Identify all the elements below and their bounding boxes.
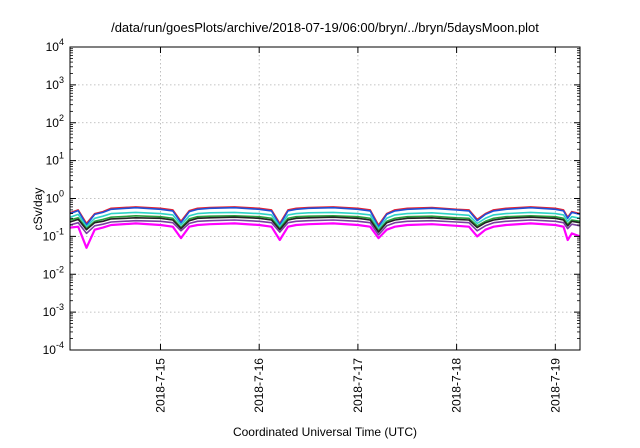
y-tick-label: 103: [46, 75, 64, 92]
x-tick-label: 2018-7-16: [252, 358, 266, 413]
y-tick-label: 102: [46, 113, 64, 130]
y-tick-label: 10-4: [43, 340, 64, 357]
y-tick-label: 101: [46, 151, 64, 168]
x-tick-label: 2018-7-18: [450, 358, 464, 413]
series-line-4: [69, 215, 581, 232]
chart-title: /data/run/goesPlots/archive/2018-07-19/0…: [111, 20, 539, 35]
y-tick-label: 10-2: [43, 264, 64, 281]
series-line-5: [69, 216, 581, 233]
series-line-3: [69, 211, 581, 230]
y-tick-label: 10-3: [43, 302, 64, 319]
x-tick-label: 2018-7-17: [351, 358, 365, 413]
x-tick-label: 2018-7-15: [153, 358, 167, 413]
series-layer: [69, 206, 581, 249]
x-ticks: 2018-7-15 2018-7-16 2018-7-17 2018-7-18 2018…: [153, 47, 562, 413]
y-ticks: 10-4 10-3 10-2 10-1 100 101 102 103 104: [43, 37, 580, 357]
series-line-2: [69, 206, 581, 228]
y-tick-label: 104: [46, 37, 64, 54]
x-axis-label: Coordinated Universal Time (UTC): [232, 425, 418, 439]
y-tick-label: 10-1: [43, 226, 64, 243]
series-line-6: [69, 219, 581, 236]
series-line-7: [69, 222, 581, 249]
grid-lines: [70, 47, 580, 350]
x-tick-label: 2018-7-19: [548, 358, 562, 413]
y-tick-label: 100: [46, 189, 64, 206]
